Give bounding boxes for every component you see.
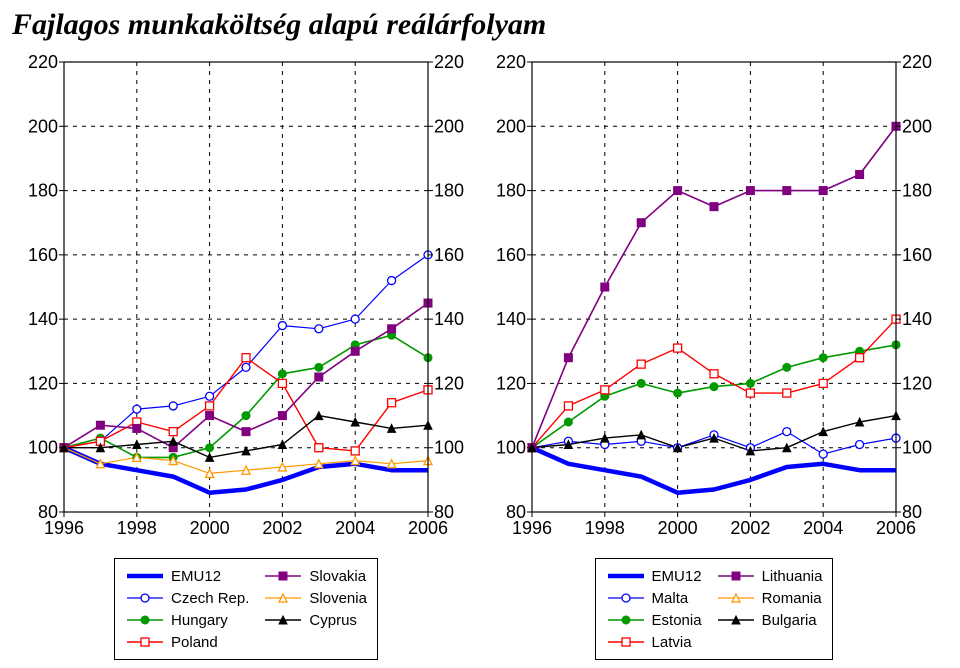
legend-label: Poland (171, 634, 218, 651)
legend-label: Slovenia (309, 590, 367, 607)
legend-swatch (263, 568, 303, 584)
legend-item: Czech Rep. (125, 590, 249, 607)
legend-item: EMU12 (125, 568, 249, 585)
svg-text:1996: 1996 (44, 518, 84, 538)
legend-label: Bulgaria (762, 612, 817, 629)
svg-text:2004: 2004 (803, 518, 843, 538)
legend-swatch (716, 568, 756, 584)
legend-swatch (716, 612, 756, 628)
right-chart: 8080100100120120140140160160180180200200… (486, 52, 942, 552)
legend-swatch (125, 612, 165, 628)
svg-text:200: 200 (902, 116, 932, 136)
legend-label: Malta (652, 590, 689, 607)
svg-text:200: 200 (28, 116, 58, 136)
svg-text:120: 120 (902, 373, 932, 393)
legend-item: Lithuania (716, 568, 823, 585)
left-legend: EMU12 Slovakia Czech Rep. Slovenia Hunga… (114, 558, 378, 660)
legend-swatch (716, 590, 756, 606)
svg-text:120: 120 (28, 373, 58, 393)
legend-label: EMU12 (652, 568, 702, 585)
svg-text:140: 140 (28, 309, 58, 329)
svg-text:1998: 1998 (117, 518, 157, 538)
svg-text:200: 200 (496, 116, 526, 136)
svg-text:2006: 2006 (408, 518, 448, 538)
legend-swatch (125, 568, 165, 584)
legend-label: Cyprus (309, 612, 357, 629)
legend-item: Cyprus (263, 612, 367, 629)
legend-label: EMU12 (171, 568, 221, 585)
svg-text:140: 140 (434, 309, 464, 329)
svg-text:100: 100 (434, 438, 464, 458)
svg-text:160: 160 (434, 245, 464, 265)
svg-text:100: 100 (496, 438, 526, 458)
left-chart: 8080100100120120140140160160180180200200… (18, 52, 474, 552)
legend-item: Hungary (125, 612, 249, 629)
legend-swatch (125, 590, 165, 606)
svg-text:180: 180 (28, 181, 58, 201)
svg-text:200: 200 (434, 116, 464, 136)
svg-text:220: 220 (28, 52, 58, 72)
svg-text:2006: 2006 (876, 518, 916, 538)
svg-text:180: 180 (434, 181, 464, 201)
legend-label: Czech Rep. (171, 590, 249, 607)
legend-item: EMU12 (606, 568, 702, 585)
page-title: Fajlagos munkaköltség alapú reálárfolyam (12, 8, 948, 42)
legend-item: Poland (125, 634, 249, 651)
svg-text:160: 160 (28, 245, 58, 265)
legend-swatch (263, 612, 303, 628)
legend-swatch (606, 568, 646, 584)
legend-item: Bulgaria (716, 612, 823, 629)
legend-label: Slovakia (309, 568, 366, 585)
svg-text:220: 220 (434, 52, 464, 72)
legend-label: Latvia (652, 634, 692, 651)
legend-item: Slovakia (263, 568, 367, 585)
legend-label: Lithuania (762, 568, 823, 585)
legend-item: Slovenia (263, 590, 367, 607)
legend-item: Romania (716, 590, 823, 607)
svg-text:1996: 1996 (512, 518, 552, 538)
svg-text:100: 100 (28, 438, 58, 458)
svg-text:140: 140 (496, 309, 526, 329)
svg-text:2000: 2000 (190, 518, 230, 538)
right-chart-column: 8080100100120120140140160160180180200200… (486, 52, 942, 660)
charts-row: 8080100100120120140140160160180180200200… (12, 52, 948, 660)
legend-swatch (263, 590, 303, 606)
left-chart-column: 8080100100120120140140160160180180200200… (18, 52, 474, 660)
svg-text:220: 220 (496, 52, 526, 72)
svg-text:220: 220 (902, 52, 932, 72)
svg-text:100: 100 (902, 438, 932, 458)
legend-label: Hungary (171, 612, 228, 629)
svg-text:1998: 1998 (585, 518, 625, 538)
svg-text:2004: 2004 (335, 518, 375, 538)
legend-item: Latvia (606, 634, 702, 651)
svg-text:2002: 2002 (262, 518, 302, 538)
svg-text:120: 120 (434, 373, 464, 393)
legend-swatch (606, 590, 646, 606)
svg-text:120: 120 (496, 373, 526, 393)
svg-text:160: 160 (902, 245, 932, 265)
svg-text:180: 180 (496, 181, 526, 201)
legend-item: Malta (606, 590, 702, 607)
legend-label: Romania (762, 590, 822, 607)
svg-text:140: 140 (902, 309, 932, 329)
legend-swatch (606, 634, 646, 650)
right-legend: EMU12 Lithuania Malta Romania Estonia Bu… (595, 558, 834, 660)
legend-label: Estonia (652, 612, 702, 629)
svg-text:2000: 2000 (658, 518, 698, 538)
svg-text:2002: 2002 (730, 518, 770, 538)
svg-text:160: 160 (496, 245, 526, 265)
legend-swatch (606, 612, 646, 628)
svg-text:180: 180 (902, 181, 932, 201)
legend-swatch (125, 634, 165, 650)
legend-item: Estonia (606, 612, 702, 629)
